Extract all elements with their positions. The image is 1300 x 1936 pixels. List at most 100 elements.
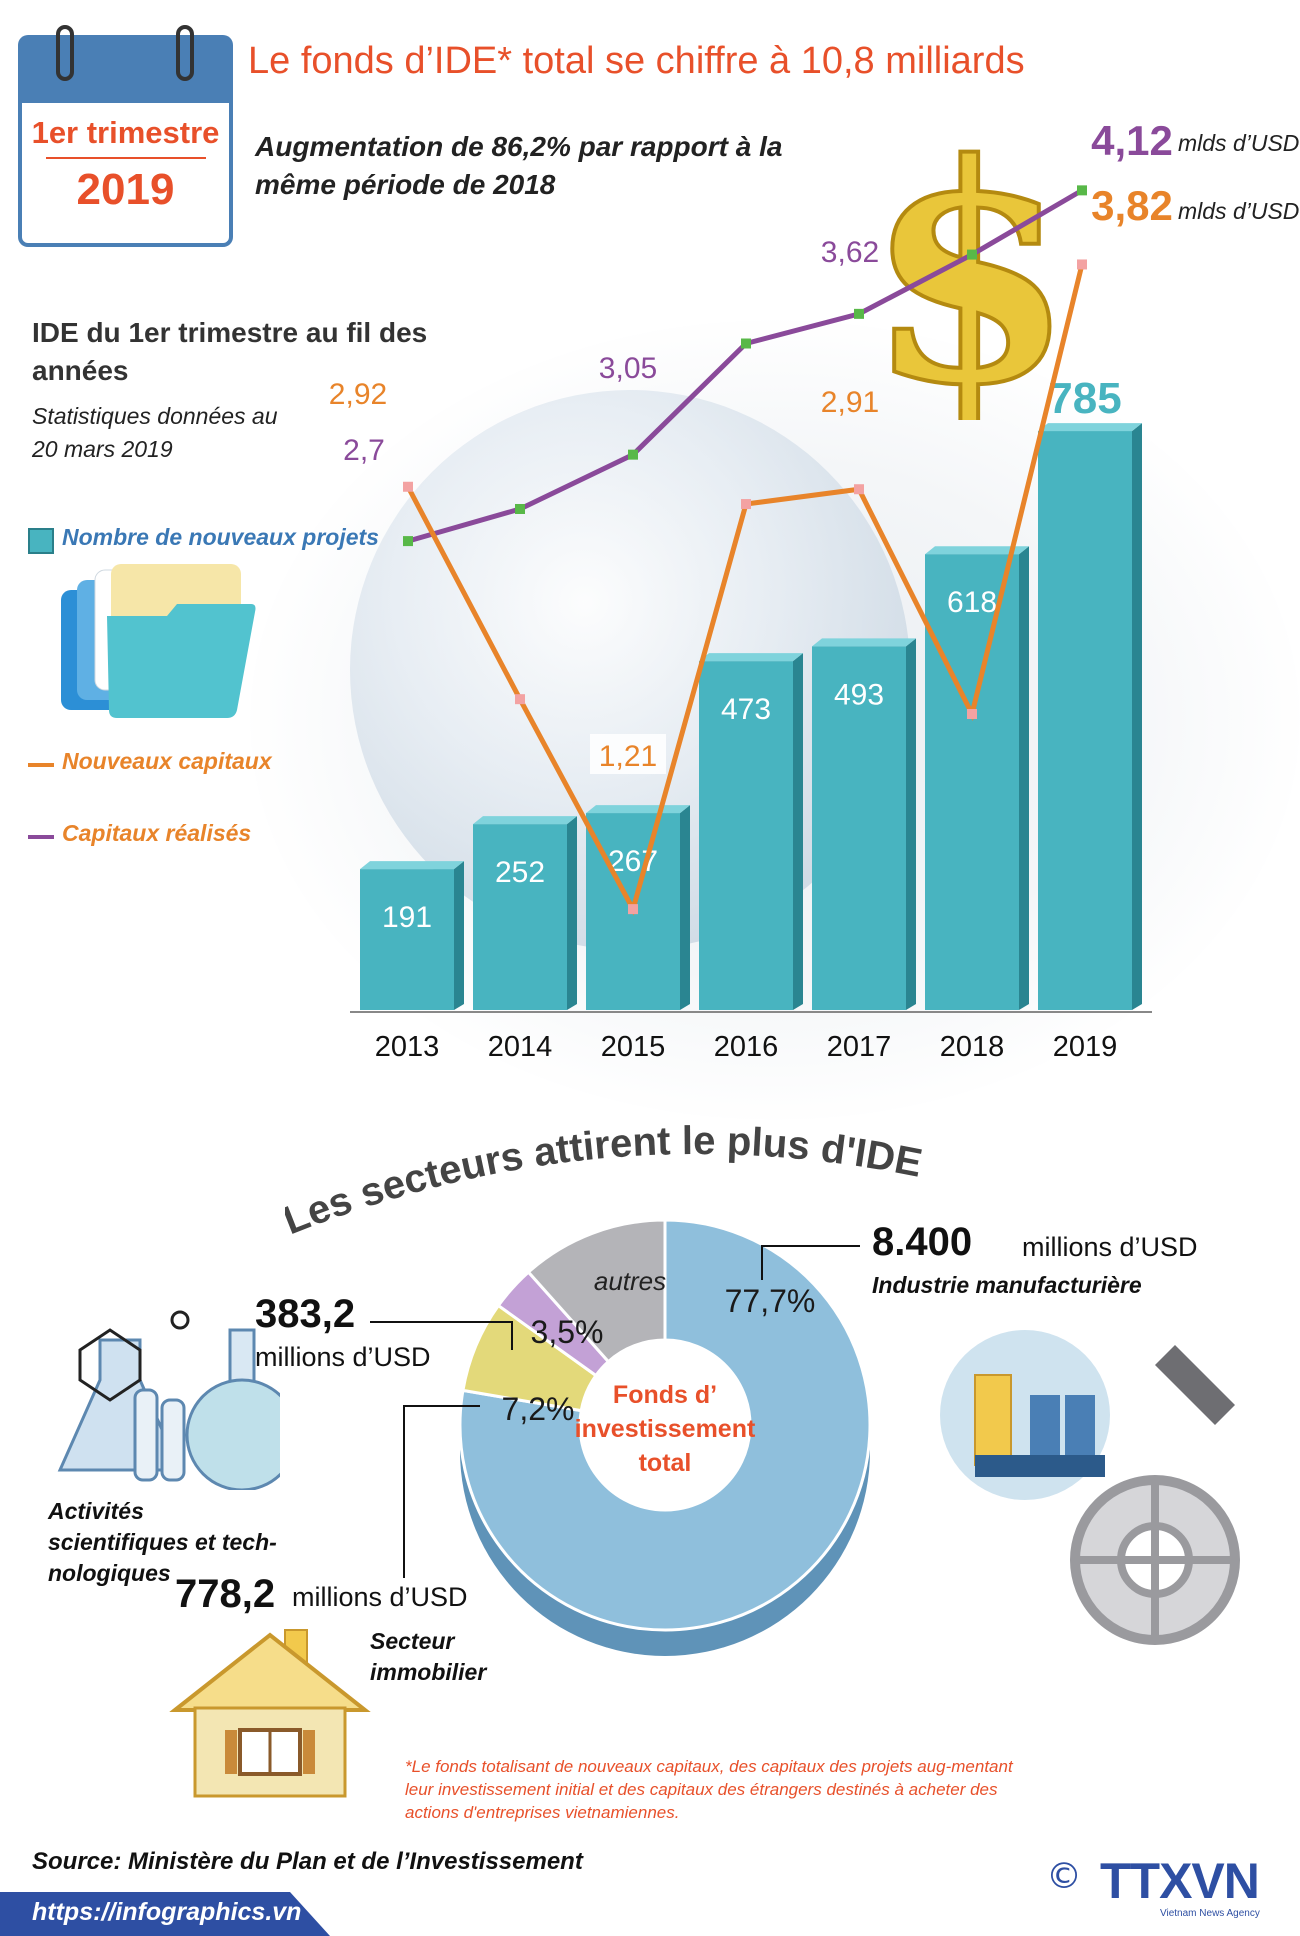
bar-side [680,805,690,1010]
copyright-icon: © [1046,1856,1082,1897]
realized-point [854,308,864,319]
x-tick-label: 2019 [1053,1031,1118,1063]
bar-side [793,653,803,1010]
bar-value-label: 618 [947,586,997,619]
realized-point [741,338,751,349]
ttxvn-logo: TTXVN [1100,1853,1260,1909]
manufacturing-label: Industrie manufacturière [872,1272,1142,1298]
realized-unit-label: mlds d’USD [1178,130,1300,156]
bar-top [812,638,916,647]
new-capital-label-bg [590,734,666,774]
science-unit: millions d’USD [255,1342,431,1372]
manufacturing-unit: millions d’USD [1022,1232,1198,1262]
bar-side [1019,546,1029,1010]
calendar-badge: 1er trimestre 2019 [18,25,233,247]
dollar-icon: $ [870,110,1070,420]
legend-projects-swatch [28,528,54,554]
bar-2014 [473,824,567,1010]
x-tick-label: 2015 [601,1031,666,1063]
realized-value-label: 4,12 [1091,117,1173,164]
realized-point [515,503,525,514]
line-realized [407,188,1084,544]
real-estate-leader [403,1405,480,1578]
lab-flask-icon [57,1310,280,1490]
donut-hole [580,1340,750,1510]
bar-top [586,805,690,814]
bar-value-label: 252 [495,856,545,889]
calendar-top [18,35,233,105]
bar-2016 [699,661,793,1010]
new-capital-value-label: 1,21 [599,740,657,773]
ttxvn-logo-subtitle: Vietnam News Agency [1160,1908,1260,1919]
bar-side [906,638,916,1010]
donut-center-title: total [639,1449,692,1477]
page-subtitle: Augmentation de 86,2% par rapport à la m… [255,131,783,200]
donut-slice-label: 77,7% [725,1283,816,1319]
legend-projects-label: Nombre de nouveaux projets [62,524,379,550]
donut-slice-label: 3,5% [531,1314,604,1350]
site-url[interactable]: https://infographics.vn [32,1898,302,1926]
donut-others-label: autres [594,1266,666,1296]
bar-2019 [1038,431,1132,1010]
fdi-chart: 1912013252201426720154732016493201761820… [329,117,1173,1063]
donut-slice-label: 7,2% [502,1391,575,1427]
realized-point [628,449,638,460]
bar-2017 [812,646,906,1010]
new-capital-unit-label: mlds d’USD [1178,198,1300,224]
source-line: Source: Ministère du Plan et de l’Invest… [32,1848,583,1875]
calendar-body [18,103,233,247]
realized-point [967,249,977,260]
new-capital-point [515,694,525,705]
realized-value-label: 2,7 [343,434,385,467]
fdi-note: Statistiques données au 20 mars 2019 [32,403,278,462]
x-tick-label: 2018 [940,1031,1005,1063]
new-capital-point [967,709,977,719]
bar-top [925,546,1029,555]
sector-donut-chart: 77,7% 7,2% 3,5% autres Fonds d’ investissemen… [458,1218,872,1656]
x-tick-label: 2013 [375,1031,440,1063]
new-capital-value-label: 3,82 [1091,182,1173,229]
manufacturing-value: 8.400 [872,1220,973,1264]
bar-2013 [360,869,454,1010]
realized-value-label: 3,62 [821,236,879,269]
realized-point [403,536,413,547]
realized-value-label: 3,05 [599,352,657,385]
science-value: 383,2 [255,1292,356,1336]
bar-value-label: 493 [834,678,884,711]
folder-icon [61,564,256,718]
footnote: *Le fonds totalisant de nouveaux capitau… [405,1757,1013,1822]
page-title: Le fonds d’IDE* total se chiffre à 10,8 … [248,40,1025,82]
donut-center-title: Fonds d’ [613,1381,717,1409]
new-capital-point [741,499,751,510]
industry-gear-icon [940,1330,1240,1645]
legend-realized-swatch [28,835,54,839]
realized-point [1077,185,1087,196]
legend-realized-label: Capitaux réalisés [62,820,252,846]
bar-value-label: 473 [721,693,771,726]
calendar-ring-left [56,25,74,81]
bar-2018 [925,554,1019,1010]
bar-top [1038,423,1142,432]
calendar-divider [46,157,206,159]
calendar-quarter: 1er trimestre [31,115,220,150]
bar-value-label: 191 [382,901,432,934]
new-capital-point [628,904,638,915]
fdi-heading: IDE du 1er trimestre au fil des années [32,317,428,386]
science-label: Activités scientifiques et tech-nologiqu… [48,1498,277,1586]
bar-side [454,861,464,1010]
bar-top [699,653,803,662]
legend-new-capital-swatch [28,763,54,767]
bar-value-label: 785 [1048,374,1121,423]
x-tick-label: 2016 [714,1031,779,1063]
new-capital-point [1077,259,1087,270]
bar-side [1132,423,1142,1010]
legend-new-capital-label: Nouveaux capitaux [62,748,272,774]
callout-leaders [370,1245,860,1578]
house-icon [169,1629,371,1798]
new-capital-point [854,484,864,495]
donut-center-title: investissement [575,1415,756,1443]
new-capital-value-label: 2,91 [821,386,879,419]
bar-top [360,861,464,870]
calendar-year: 2019 [76,165,175,214]
new-capital-value-label: 2,92 [329,378,387,411]
